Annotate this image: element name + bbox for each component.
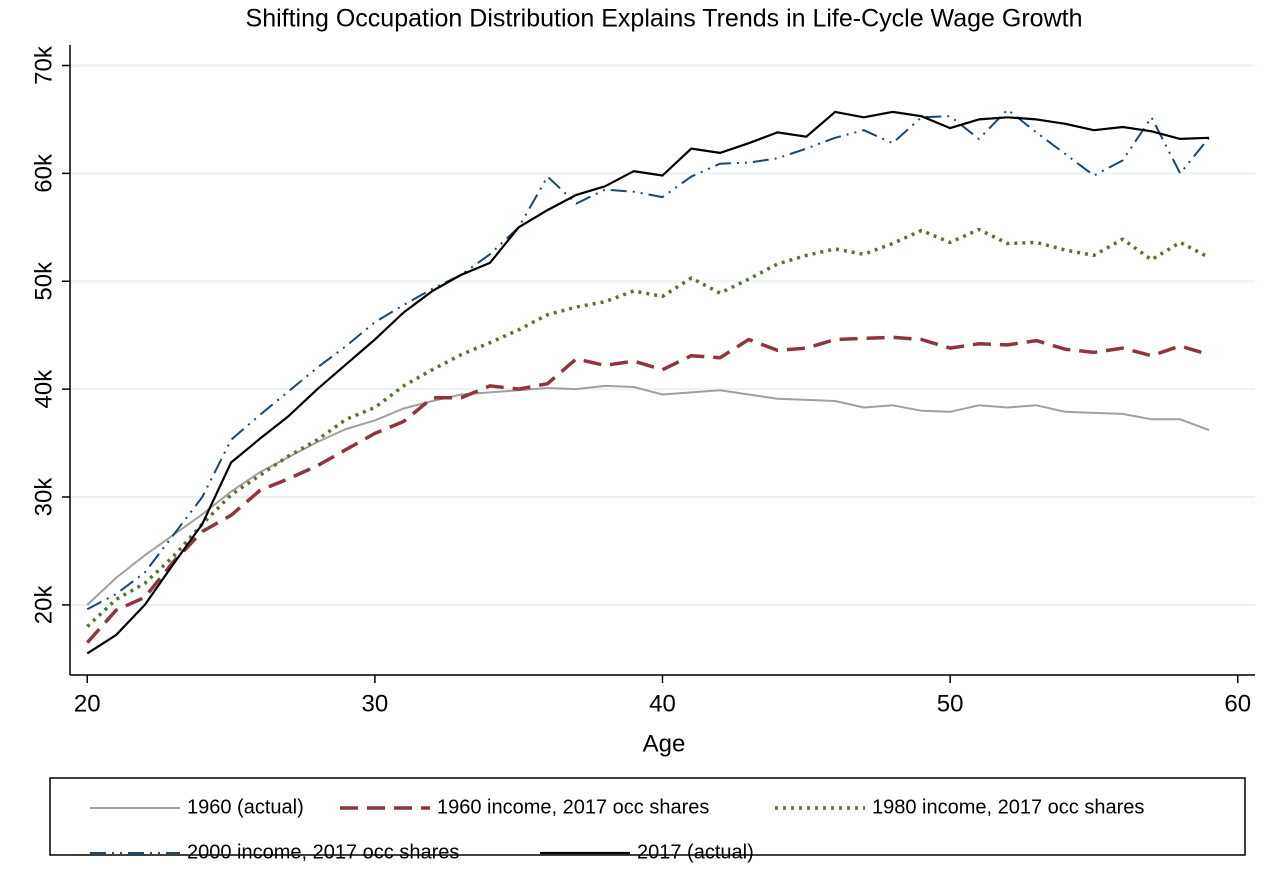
- legend-box: [49, 777, 1246, 856]
- y-tick-label: 30k: [30, 477, 57, 517]
- y-tick-label: 50k: [30, 261, 57, 301]
- x-axis-label: Age: [643, 730, 686, 757]
- y-tick-label: 40k: [30, 369, 57, 409]
- x-tick-label: 60: [1224, 690, 1251, 717]
- x-tick-label: 40: [649, 690, 676, 717]
- legend-label: 1960 (actual): [187, 796, 304, 818]
- legend-label: 1960 income, 2017 occ shares: [437, 796, 709, 818]
- x-tick-label: 20: [74, 690, 101, 717]
- legend-label: 2000 income, 2017 occ shares: [187, 841, 459, 863]
- chart-title: Shifting Occupation Distribution Explain…: [246, 5, 1083, 33]
- series-line: [86, 108, 1210, 611]
- series-line: [85, 335, 1210, 644]
- y-tick-label: 60k: [30, 153, 57, 193]
- y-tick-label: 70k: [30, 45, 57, 85]
- legend-label: 1980 income, 2017 occ shares: [872, 796, 1144, 818]
- series-line: [86, 227, 1210, 628]
- x-tick-label: 30: [362, 690, 389, 717]
- y-tick-label: 20k: [30, 585, 57, 625]
- legend-label: 2017 (actual): [637, 841, 754, 863]
- x-tick-label: 50: [937, 690, 964, 717]
- series-line: [86, 110, 1210, 655]
